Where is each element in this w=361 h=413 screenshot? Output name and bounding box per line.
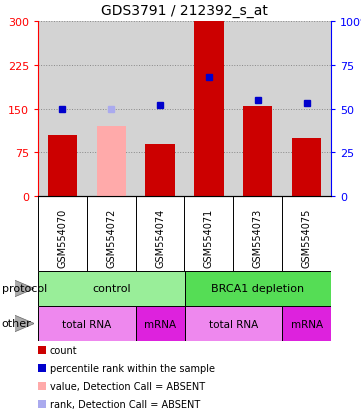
Text: control: control xyxy=(92,284,131,294)
Text: GSM554071: GSM554071 xyxy=(204,208,214,267)
Text: other: other xyxy=(2,319,31,329)
Bar xyxy=(136,306,184,341)
Text: count: count xyxy=(50,345,78,355)
Polygon shape xyxy=(14,316,34,332)
Text: total RNA: total RNA xyxy=(62,319,112,329)
Bar xyxy=(292,138,321,197)
Bar xyxy=(243,106,273,197)
Text: protocol: protocol xyxy=(2,284,47,294)
Text: value, Detection Call = ABSENT: value, Detection Call = ABSENT xyxy=(50,381,205,391)
Bar xyxy=(145,144,175,197)
Text: GSM554070: GSM554070 xyxy=(57,208,68,267)
Bar xyxy=(194,22,223,197)
Text: GSM554073: GSM554073 xyxy=(253,208,263,267)
Text: mRNA: mRNA xyxy=(291,319,323,329)
Bar xyxy=(38,271,184,306)
Text: percentile rank within the sample: percentile rank within the sample xyxy=(50,363,215,373)
Title: GDS3791 / 212392_s_at: GDS3791 / 212392_s_at xyxy=(101,4,268,18)
Text: GSM554072: GSM554072 xyxy=(106,208,116,267)
Bar xyxy=(282,306,331,341)
Bar xyxy=(48,135,77,197)
Text: GSM554075: GSM554075 xyxy=(301,208,312,267)
Bar xyxy=(184,306,282,341)
Text: GSM554074: GSM554074 xyxy=(155,208,165,267)
Bar xyxy=(38,306,136,341)
Bar xyxy=(184,271,331,306)
Text: rank, Detection Call = ABSENT: rank, Detection Call = ABSENT xyxy=(50,399,200,409)
Text: mRNA: mRNA xyxy=(144,319,176,329)
Text: BRCA1 depletion: BRCA1 depletion xyxy=(211,284,304,294)
Bar xyxy=(97,127,126,197)
Polygon shape xyxy=(14,280,34,297)
Text: total RNA: total RNA xyxy=(209,319,258,329)
